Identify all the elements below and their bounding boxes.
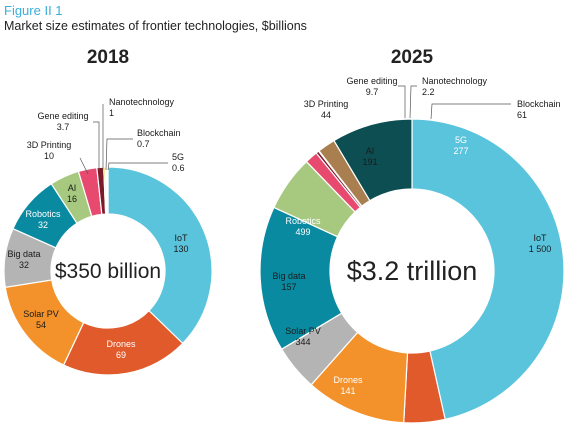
- leader-line-3d-printing: [79, 157, 89, 175]
- slice-label-nanotechnology: Nanotechnology: [109, 97, 175, 107]
- slice-label-3d-printing: 3D Printing: [27, 140, 72, 150]
- slice-value-blockchain: 0.7: [137, 139, 150, 149]
- chart-title: 2025: [391, 47, 434, 68]
- slice-value-solar-pv: 54: [36, 320, 46, 330]
- slice-value-5g: 277: [453, 146, 468, 156]
- slice-label-ai: AI: [68, 183, 77, 193]
- slice-label-drones: Drones: [333, 375, 363, 385]
- slice-value-iot: 1 500: [529, 244, 552, 254]
- leader-line-gene-editing: [93, 121, 100, 170]
- center-label: $350 billion: [55, 260, 161, 283]
- slice-label-5g: 5G: [172, 152, 184, 162]
- slice-value-big-data: 32: [19, 260, 29, 270]
- slice-5g: [106, 166, 109, 215]
- figure-title: Market size estimates of frontier techno…: [4, 19, 307, 33]
- leader-line-nanotechnology: [409, 85, 417, 119]
- slice-value-solar-pv: 344: [295, 337, 310, 347]
- slice-label-blockchain: Blockchain: [517, 99, 561, 109]
- leader-line-gene-editing: [398, 85, 406, 118]
- slice-label-gene-editing: Gene editing: [37, 111, 88, 121]
- leader-line-blockchain: [105, 138, 133, 171]
- slice-label-drones: Drones: [106, 339, 136, 349]
- slice-value-iot: 130: [173, 244, 188, 254]
- slice-value-3d-printing: 10: [44, 151, 54, 161]
- leader-line-5g: [107, 162, 168, 171]
- slice-value-5g: 0.6: [172, 163, 185, 173]
- slice-label-ai: AI: [366, 146, 375, 156]
- chart-title: 2018: [87, 47, 129, 68]
- slice-value-nanotechnology: 2.2: [422, 87, 435, 97]
- slice-value-big-data: 157: [281, 282, 296, 292]
- slice-iot: [107, 166, 213, 345]
- slice-value-ai: 191: [362, 157, 377, 167]
- slice-label-iot: IoT: [174, 233, 188, 243]
- slice-value-robotics: 499: [295, 227, 310, 237]
- slice-label-solar-pv: Solar PV: [285, 326, 321, 336]
- slice-value-blockchain: 61: [517, 110, 527, 120]
- slice-label-robotics: Robotics: [285, 216, 321, 226]
- slice-value-gene-editing: 3.7: [57, 122, 70, 132]
- slice-value-ai: 16: [67, 194, 77, 204]
- slice-iot: [411, 118, 565, 421]
- slice-label-robotics: Robotics: [25, 209, 61, 219]
- slice-value-drones: 141: [340, 386, 355, 396]
- slice-label-solar-pv: Solar PV: [23, 309, 59, 319]
- slice-label-gene-editing: Gene editing: [346, 76, 397, 86]
- slice-label-5g: 5G: [455, 135, 467, 145]
- slice-value-robotics: 32: [38, 220, 48, 230]
- slice-label-iot: IoT: [533, 233, 547, 243]
- slice-label-big-data: Big data: [272, 271, 305, 281]
- slice-label-big-data: Big data: [7, 249, 40, 259]
- slice-label-3d-printing: 3D Printing: [304, 99, 349, 109]
- leader-line-blockchain: [430, 103, 511, 120]
- slice-value-nanotechnology: 1: [109, 108, 114, 118]
- slice-value-gene-editing: 9.7: [366, 87, 379, 97]
- figure-label: Figure II 1: [4, 3, 63, 18]
- slice-5g: [333, 118, 413, 202]
- center-label: $3.2 trillion: [347, 256, 478, 286]
- slice-label-blockchain: Blockchain: [137, 128, 181, 138]
- slice-value-3d-printing: 44: [321, 110, 331, 120]
- slice-label-nanotechnology: Nanotechnology: [422, 76, 488, 86]
- slice-value-drones: 69: [116, 350, 126, 360]
